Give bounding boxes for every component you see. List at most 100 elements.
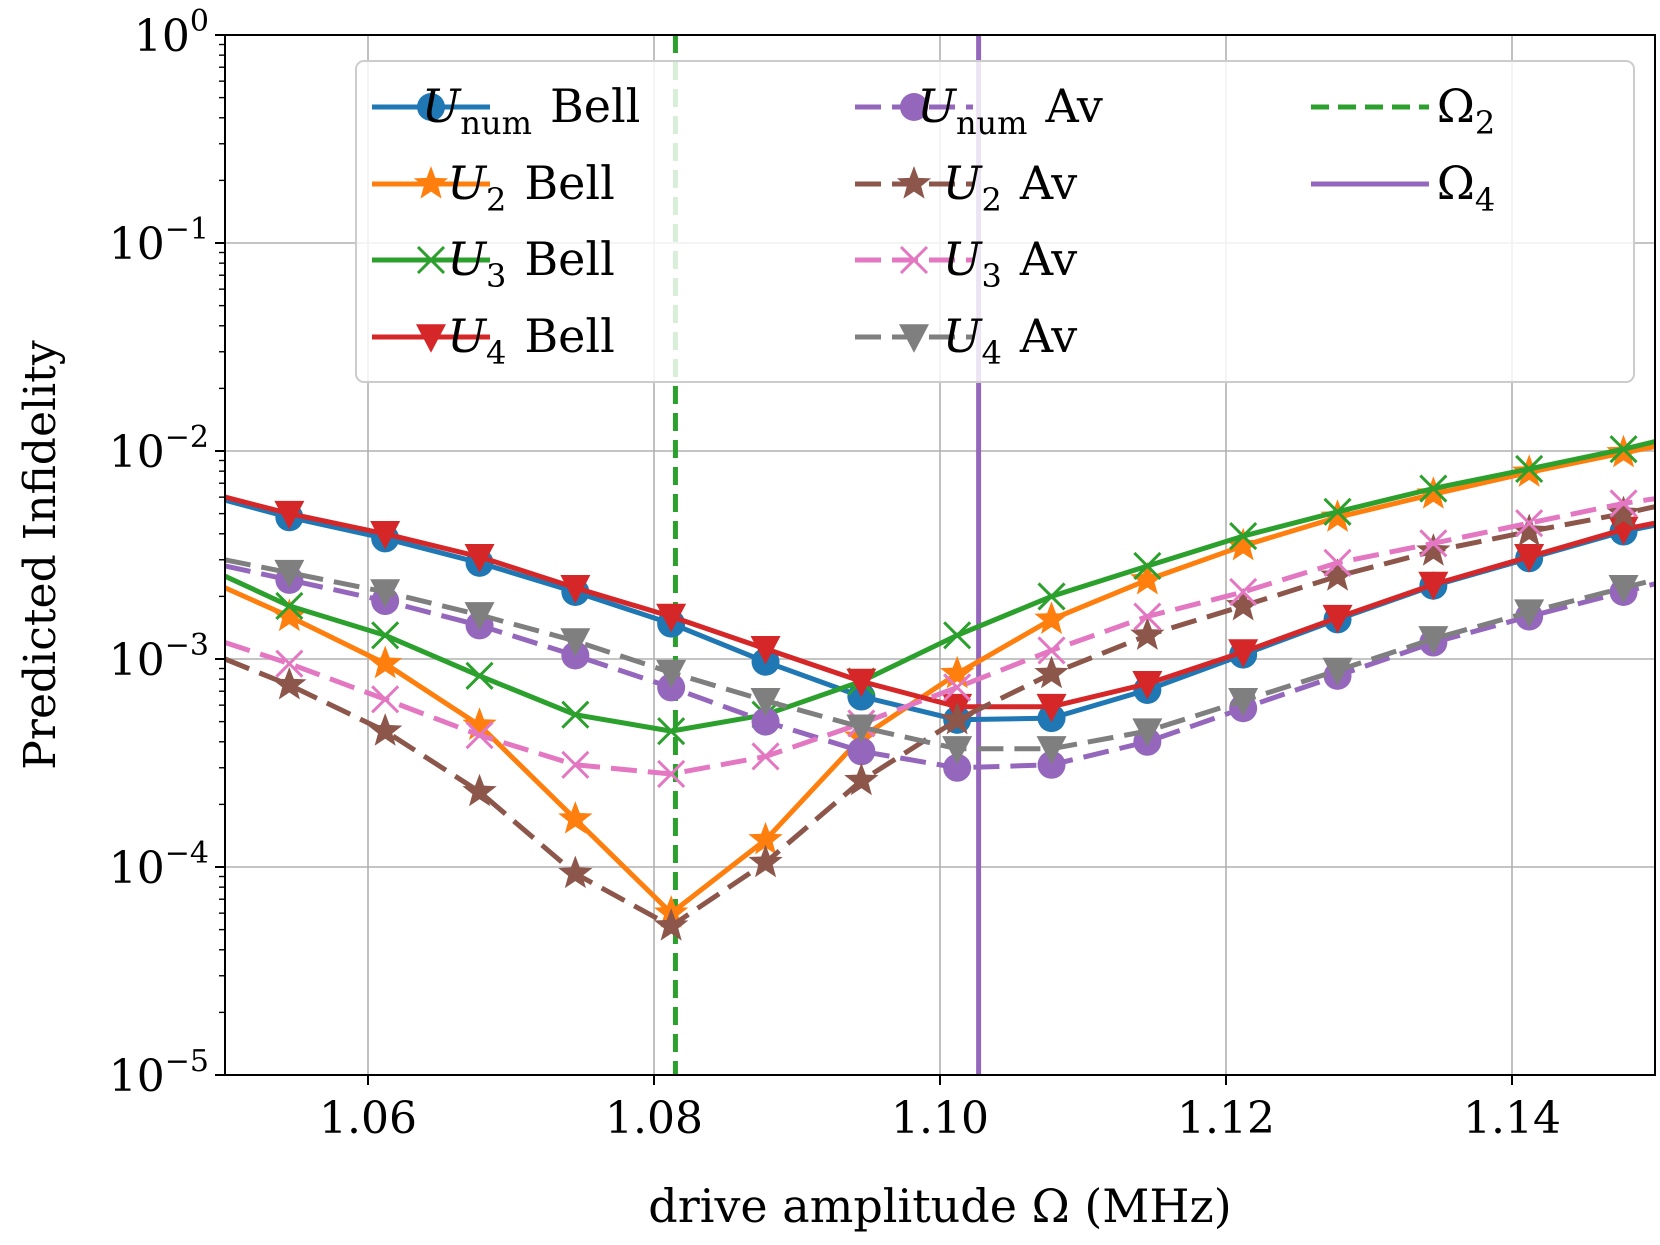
data-point: [846, 668, 877, 698]
data-point: [942, 736, 973, 765]
data-point: [272, 667, 307, 700]
data-point: [748, 821, 783, 855]
data-point: [1515, 454, 1544, 483]
data-point: [943, 753, 972, 782]
data-point: [1229, 577, 1258, 607]
data-point: [1418, 626, 1449, 655]
data-point: [1515, 509, 1544, 538]
data-point: [1226, 587, 1261, 621]
data-point: [275, 591, 304, 620]
data-point: [1228, 639, 1259, 668]
series-layer: [225, 434, 1655, 941]
legend-marker: [416, 324, 446, 353]
legend-entry--4: Ω4: [1311, 156, 1495, 219]
data-point: [272, 598, 307, 632]
x-tick-label: 1.06: [319, 1093, 417, 1144]
data-point: [561, 750, 590, 779]
data-point: [465, 661, 494, 690]
data-point: [275, 649, 304, 678]
data-point: [1036, 693, 1067, 723]
data-point: [1419, 474, 1448, 503]
x-tick-label: 1.12: [1177, 1093, 1275, 1144]
data-point: [656, 659, 687, 689]
series-u-4-av: [225, 557, 1655, 765]
data-point: [846, 714, 877, 743]
x-tick-label: 1.10: [891, 1093, 989, 1144]
data-point: [657, 759, 686, 789]
data-point: [656, 603, 687, 633]
data-point: [1418, 571, 1449, 601]
data-point: [1416, 533, 1451, 566]
legend-label: U2 Av: [943, 156, 1077, 219]
legend-entry-u-num-av: Unum Av: [855, 79, 1103, 142]
data-point: [462, 707, 497, 740]
data-point: [748, 844, 783, 878]
y-axis-label: Predicted Infidelity: [15, 340, 66, 770]
data-point: [368, 645, 403, 679]
legend-entry-u-4-av: U4 Av: [855, 309, 1077, 372]
data-point: [558, 855, 593, 889]
data-point: [1323, 497, 1352, 526]
legend-marker: [900, 93, 928, 121]
legend-entry-u-3-av: U3 Av: [855, 232, 1077, 295]
data-point: [940, 655, 975, 689]
data-point: [1416, 476, 1451, 509]
data-point: [1037, 750, 1066, 779]
data-point: [560, 575, 591, 604]
data-point: [464, 602, 495, 631]
data-point: [1608, 575, 1639, 604]
x-tick-label: 1.14: [1463, 1093, 1561, 1144]
legend-frame: [355, 60, 1635, 383]
data-point: [1130, 617, 1165, 650]
data-point: [1034, 601, 1069, 634]
data-point: [943, 621, 972, 650]
data-point: [465, 721, 494, 750]
legend-label: Unum Bell: [422, 79, 641, 142]
data-point: [1609, 435, 1638, 464]
legend-marker: [896, 166, 932, 199]
data-point: [847, 737, 876, 766]
data-point: [1419, 529, 1448, 558]
data-point: [274, 559, 305, 589]
data-point: [561, 700, 590, 729]
legend-marker: [417, 93, 445, 121]
data-point: [1228, 687, 1259, 717]
data-point: [1130, 561, 1165, 595]
y-tick-label: 10−1: [109, 212, 209, 270]
data-point: [1132, 718, 1163, 747]
series-line: [225, 496, 1655, 777]
data-point: [560, 628, 591, 657]
data-point: [940, 701, 975, 735]
data-point: [1514, 544, 1545, 573]
data-point: [1320, 558, 1355, 591]
data-point: [368, 713, 403, 746]
data-point: [1229, 521, 1258, 551]
data-point: [1034, 655, 1069, 689]
y-tick-label: 10−4: [109, 836, 209, 894]
data-point: [1320, 499, 1355, 532]
x-axis-ticks: 1.06 1.08 1.10 1.12 1.14: [319, 1075, 1561, 1144]
data-point: [1132, 671, 1163, 700]
data-point: [462, 773, 497, 807]
legend-marker: [899, 245, 929, 275]
legend: Unum Bell U2 Bell U3 Bell U4 Bell Unum Av U2 Av U3 Av…: [355, 60, 1635, 383]
x-axis-label: drive amplitude Ω (MHz): [648, 1179, 1231, 1233]
series-u-2-av: [225, 495, 1655, 941]
data-point: [1226, 527, 1261, 561]
legend-entry-u-num-bell: Unum Bell: [372, 79, 640, 142]
legend-marker: [416, 245, 446, 275]
legend-label: U3 Bell: [447, 232, 615, 295]
data-point: [751, 707, 780, 736]
data-point: [1133, 551, 1162, 581]
legend-entry-u-2-av: U2 Av: [855, 156, 1077, 219]
data-point: [750, 687, 781, 717]
data-point: [1037, 636, 1066, 665]
data-point: [1322, 604, 1353, 634]
data-point: [370, 579, 401, 608]
legend-label: U4 Av: [943, 309, 1077, 372]
legend-label: U4 Bell: [447, 309, 615, 372]
y-tick-label: 10−5: [109, 1044, 209, 1102]
data-point: [1323, 548, 1352, 577]
data-point: [1609, 489, 1638, 518]
legend-marker: [899, 324, 929, 353]
